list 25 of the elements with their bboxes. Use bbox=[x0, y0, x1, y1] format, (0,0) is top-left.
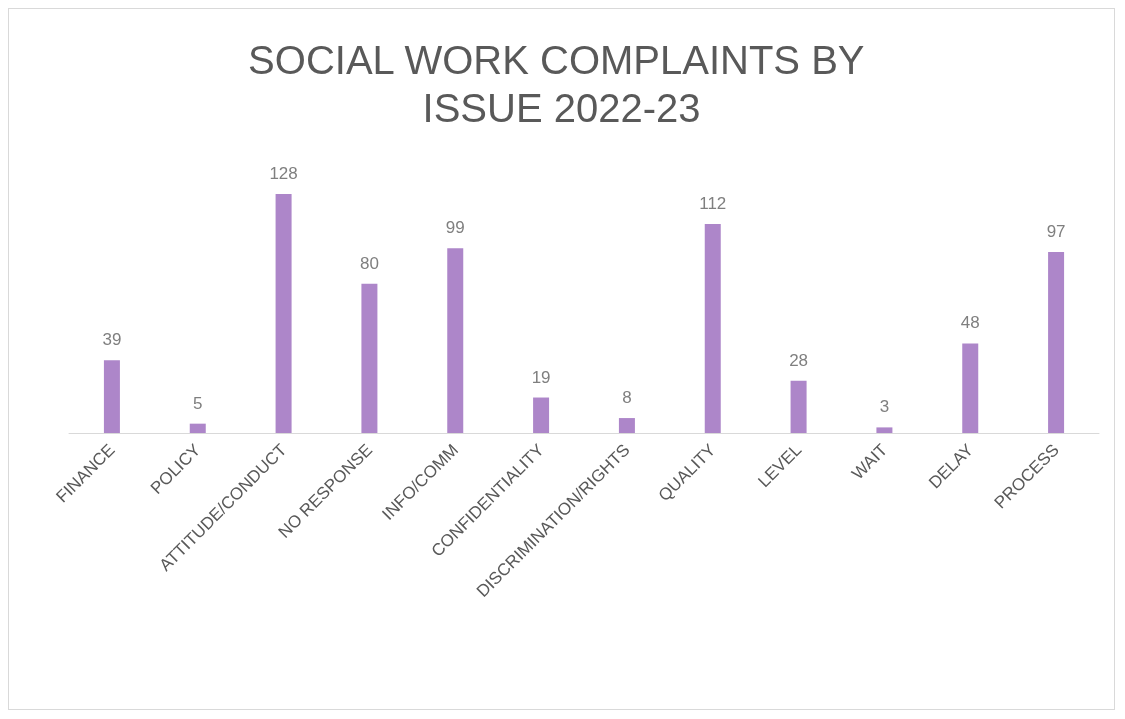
bar bbox=[533, 397, 550, 433]
bar bbox=[704, 223, 721, 433]
data-label: 3 bbox=[879, 397, 890, 417]
data-label: 8 bbox=[622, 388, 632, 408]
bar bbox=[275, 194, 292, 433]
bar bbox=[103, 360, 120, 433]
bar bbox=[790, 380, 807, 433]
chart-title: SOCIAL WORK COMPLAINTS BY ISSUE 2022-23 bbox=[248, 38, 875, 130]
data-label: 5 bbox=[193, 393, 203, 413]
bar bbox=[618, 418, 635, 433]
bar bbox=[962, 343, 979, 433]
data-label: 80 bbox=[359, 253, 379, 273]
data-label: 48 bbox=[960, 313, 980, 333]
data-label: 128 bbox=[269, 164, 298, 183]
data-label: 39 bbox=[102, 330, 122, 350]
bar bbox=[189, 423, 206, 433]
data-label: 28 bbox=[789, 350, 809, 370]
bar bbox=[876, 427, 893, 433]
bar bbox=[361, 283, 378, 433]
data-label: 99 bbox=[445, 218, 465, 238]
data-label: 112 bbox=[699, 193, 727, 213]
data-label: 97 bbox=[1046, 221, 1066, 241]
data-label: 19 bbox=[531, 367, 551, 387]
bar bbox=[1048, 251, 1065, 433]
bar bbox=[447, 248, 464, 433]
